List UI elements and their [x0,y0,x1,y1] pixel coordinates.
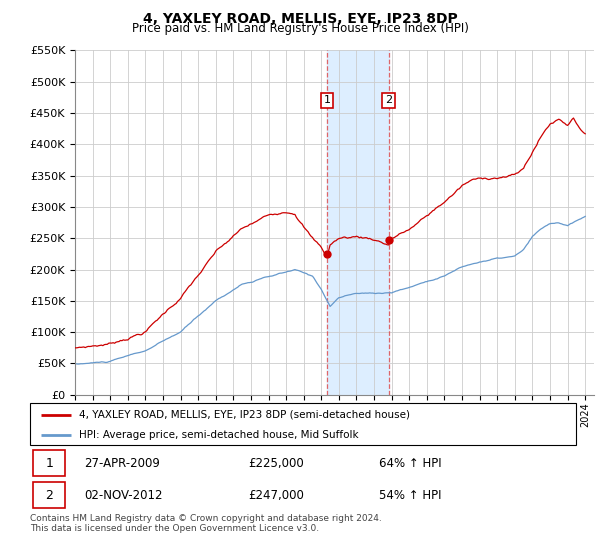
Text: 64% ↑ HPI: 64% ↑ HPI [379,457,442,470]
Bar [327,50,389,395]
Text: HPI: Average price, semi-detached house, Mid Suffolk: HPI: Average price, semi-detached house,… [79,430,359,440]
Text: 4, YAXLEY ROAD, MELLIS, EYE, IP23 8DP (semi-detached house): 4, YAXLEY ROAD, MELLIS, EYE, IP23 8DP (s… [79,410,410,420]
Text: 2: 2 [385,96,392,105]
Text: 1: 1 [45,457,53,470]
Text: Contains HM Land Registry data © Crown copyright and database right 2024.
This d: Contains HM Land Registry data © Crown c… [30,514,382,534]
FancyBboxPatch shape [33,450,65,477]
FancyBboxPatch shape [33,482,65,508]
Text: 27-APR-2009: 27-APR-2009 [85,457,160,470]
Text: 2: 2 [45,489,53,502]
FancyBboxPatch shape [30,403,576,445]
Text: 1: 1 [323,96,331,105]
Text: £247,000: £247,000 [248,489,304,502]
Text: 02-NOV-2012: 02-NOV-2012 [85,489,163,502]
Text: Price paid vs. HM Land Registry's House Price Index (HPI): Price paid vs. HM Land Registry's House … [131,22,469,35]
Text: £225,000: £225,000 [248,457,304,470]
Text: 4, YAXLEY ROAD, MELLIS, EYE, IP23 8DP: 4, YAXLEY ROAD, MELLIS, EYE, IP23 8DP [143,12,457,26]
Text: 54% ↑ HPI: 54% ↑ HPI [379,489,442,502]
